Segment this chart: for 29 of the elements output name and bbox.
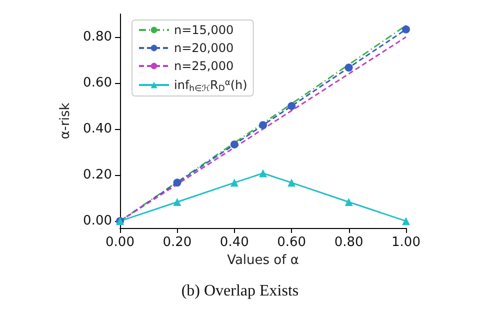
point [402,25,410,34]
legend-label: n=25,000 [174,59,234,73]
point [402,217,410,226]
y-tick-label: 0.60 [83,76,112,91]
point [173,198,182,206]
point [230,140,238,148]
x-tick-label: 0.00 [106,235,134,250]
legend-label: n=15,000 [174,23,234,37]
point [259,121,267,130]
x-tick-label: 0.40 [220,235,249,250]
y-tick-label: 0.20 [83,168,112,183]
x-tick-label: 1.00 [392,235,420,250]
legend-label: n=20,000 [174,41,234,55]
point [288,102,296,110]
point [259,169,267,178]
point [344,64,353,72]
x-tick-label: 0.80 [334,235,364,250]
y-axis-title: α-risk [58,102,74,140]
x-tick-label: 0.60 [277,235,306,250]
point [230,178,238,187]
y-tick-label: 0.80 [83,30,112,45]
y-tick-label: 0.00 [83,214,112,229]
point [288,178,296,187]
point [344,198,353,206]
x-tick-label: 0.20 [162,235,192,250]
text: (b) Overlap Exists [181,282,299,300]
x-axis-title: Values of α [227,252,299,268]
point [173,178,182,187]
y-tick-label: 0.40 [83,122,112,137]
